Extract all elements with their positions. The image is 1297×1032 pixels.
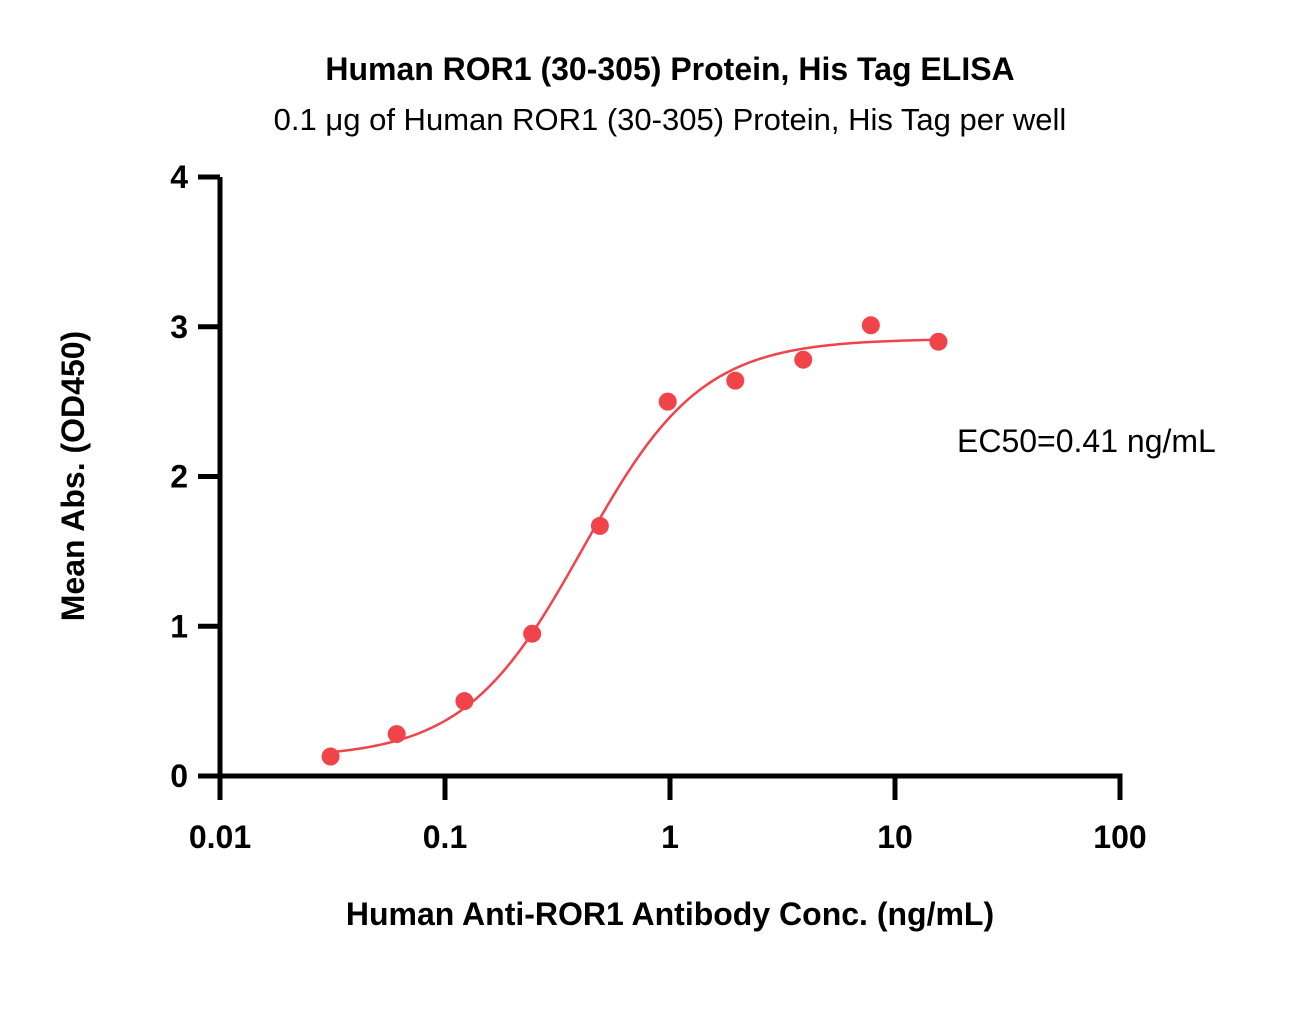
data-point: [455, 692, 474, 711]
data-point: [658, 392, 677, 411]
data-point: [794, 350, 813, 369]
x-axis-label: Human Anti-ROR1 Antibody Conc. (ng/mL): [346, 896, 994, 932]
y-tick-label: 4: [170, 159, 188, 195]
chart-subtitle: 0.1 μg of Human ROR1 (30-305) Protein, H…: [274, 102, 1067, 137]
fit-curve: [330, 338, 939, 754]
y-tick-label: 1: [170, 608, 188, 644]
x-tick-label: 10: [877, 819, 913, 855]
x-tick-label: 1: [661, 819, 679, 855]
y-tick-label: 0: [170, 758, 188, 794]
data-point: [387, 725, 406, 744]
data-point: [726, 371, 745, 390]
y-tick-label: 3: [170, 309, 188, 345]
data-point: [321, 747, 340, 766]
axes: 0 1 2 3 4 0.01 0.1 1 10 100: [170, 159, 1146, 855]
fit-line: [330, 338, 939, 754]
data-point: [523, 624, 542, 643]
ec50-annotation: EC50=0.41 ng/mL: [957, 423, 1216, 459]
data-point: [929, 332, 948, 351]
y-axis-label: Mean Abs. (OD450): [55, 331, 91, 621]
data-points: [321, 316, 948, 766]
y-tick-label: 2: [170, 459, 188, 495]
x-tick-label: 100: [1093, 819, 1146, 855]
x-tick-label: 0.01: [189, 819, 251, 855]
data-point: [590, 516, 609, 535]
chart-title: Human ROR1 (30-305) Protein, His Tag ELI…: [325, 51, 1014, 87]
x-tick-label: 0.1: [423, 819, 467, 855]
data-point: [861, 316, 880, 335]
